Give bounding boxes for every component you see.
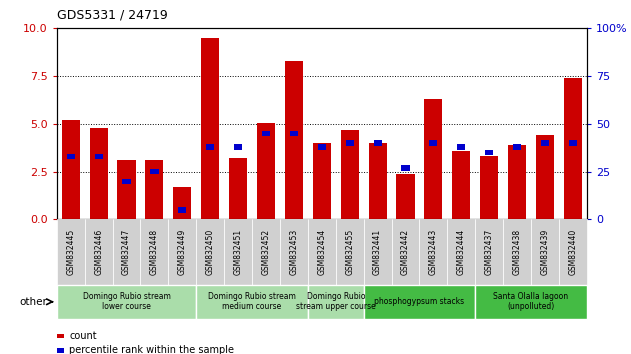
Bar — [201, 38, 220, 219]
Bar — [457, 144, 466, 149]
Bar — [513, 144, 521, 149]
Bar — [174, 187, 191, 219]
Text: GSM832445: GSM832445 — [66, 229, 75, 275]
Text: GSM832443: GSM832443 — [429, 229, 438, 275]
Text: Domingo Rubio stream
medium course: Domingo Rubio stream medium course — [208, 292, 296, 312]
Bar — [257, 123, 275, 219]
Bar — [452, 151, 470, 219]
Text: GSM832448: GSM832448 — [150, 229, 159, 275]
Bar — [62, 120, 80, 219]
Bar — [178, 207, 186, 213]
Bar — [396, 173, 415, 219]
Text: GSM832449: GSM832449 — [178, 229, 187, 275]
Text: GSM832439: GSM832439 — [541, 229, 550, 275]
Bar — [122, 178, 131, 184]
Bar — [541, 140, 549, 146]
Text: GSM832438: GSM832438 — [512, 229, 522, 275]
Text: GSM832437: GSM832437 — [485, 229, 493, 275]
Text: GSM832452: GSM832452 — [261, 229, 271, 275]
Text: GSM832455: GSM832455 — [345, 229, 354, 275]
Bar — [369, 143, 387, 219]
Bar — [95, 154, 103, 159]
Bar — [480, 156, 498, 219]
Bar — [485, 150, 493, 155]
Text: Domingo Rubio
stream upper course: Domingo Rubio stream upper course — [296, 292, 375, 312]
Bar — [117, 160, 136, 219]
Text: GSM832446: GSM832446 — [94, 229, 103, 275]
Bar — [290, 131, 298, 136]
Bar — [341, 130, 359, 219]
Text: GDS5331 / 24719: GDS5331 / 24719 — [57, 8, 168, 21]
Text: GSM832442: GSM832442 — [401, 229, 410, 275]
Bar — [318, 144, 326, 149]
Text: GSM832454: GSM832454 — [317, 229, 326, 275]
Text: GSM832444: GSM832444 — [457, 229, 466, 275]
Bar — [424, 99, 442, 219]
Bar — [346, 140, 354, 146]
Text: GSM832447: GSM832447 — [122, 229, 131, 275]
Bar — [374, 140, 382, 146]
Bar — [67, 154, 75, 159]
Bar — [206, 144, 215, 149]
Text: percentile rank within the sample: percentile rank within the sample — [69, 346, 234, 354]
Text: GSM832450: GSM832450 — [206, 229, 215, 275]
Bar — [313, 143, 331, 219]
Bar — [564, 78, 582, 219]
Bar — [145, 160, 163, 219]
Text: other: other — [20, 297, 47, 307]
Bar — [508, 145, 526, 219]
Bar — [536, 135, 554, 219]
Text: Domingo Rubio stream
lower course: Domingo Rubio stream lower course — [83, 292, 170, 312]
Bar — [90, 128, 108, 219]
Bar — [234, 144, 242, 149]
Bar — [401, 165, 410, 171]
Text: Santa Olalla lagoon
(unpolluted): Santa Olalla lagoon (unpolluted) — [493, 292, 569, 312]
Text: phosphogypsum stacks: phosphogypsum stacks — [374, 297, 464, 306]
Text: GSM832451: GSM832451 — [233, 229, 242, 275]
Bar — [262, 131, 270, 136]
Bar — [229, 158, 247, 219]
Text: count: count — [69, 331, 97, 341]
Bar — [569, 140, 577, 146]
Text: GSM832440: GSM832440 — [569, 229, 577, 275]
Bar — [150, 169, 158, 175]
Bar — [429, 140, 437, 146]
Text: GSM832441: GSM832441 — [373, 229, 382, 275]
Text: GSM832453: GSM832453 — [290, 229, 298, 275]
Bar — [285, 61, 303, 219]
